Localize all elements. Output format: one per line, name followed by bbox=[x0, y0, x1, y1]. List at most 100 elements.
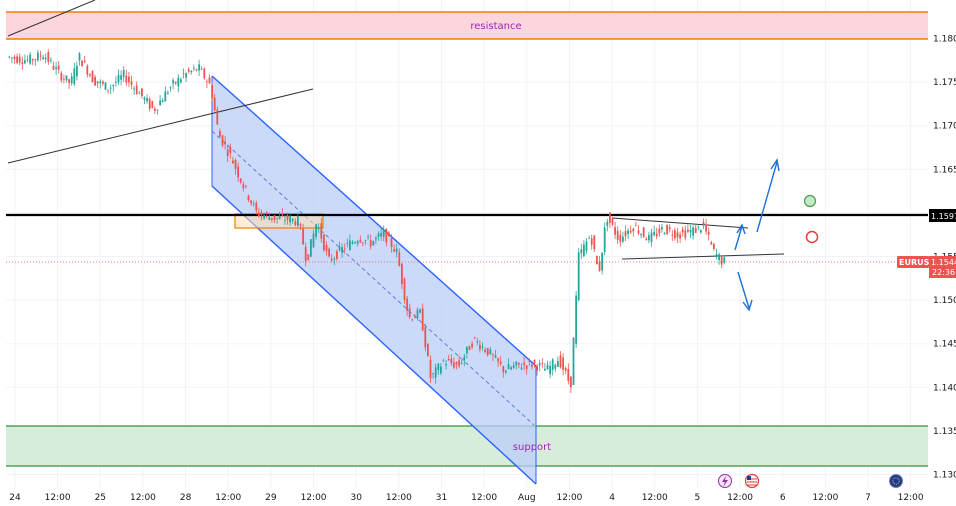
candle-body bbox=[645, 238, 648, 241]
support-zone[interactable] bbox=[6, 426, 928, 466]
candle-body bbox=[681, 229, 684, 233]
candle-body bbox=[18, 56, 21, 63]
candle-body bbox=[687, 229, 689, 232]
candle-body bbox=[432, 373, 434, 375]
candle-body bbox=[320, 223, 323, 239]
candle-body bbox=[16, 56, 18, 63]
candle-body bbox=[362, 242, 364, 244]
triangle-upper-line[interactable] bbox=[611, 217, 749, 229]
price-tag-symbol: EURUSD bbox=[899, 258, 936, 267]
candle-body bbox=[471, 343, 473, 348]
y-tick-label: 1.1650 bbox=[933, 165, 956, 175]
candle-body bbox=[707, 231, 710, 235]
candle-body bbox=[68, 79, 70, 84]
candle-body bbox=[559, 355, 562, 368]
candle-body bbox=[367, 236, 369, 238]
candle-body bbox=[533, 359, 536, 364]
candle-body bbox=[515, 361, 518, 366]
candle-body bbox=[364, 240, 367, 241]
candle-body bbox=[198, 64, 200, 71]
candle-body bbox=[351, 242, 354, 244]
candle-body bbox=[702, 222, 705, 225]
candle-body bbox=[479, 344, 481, 350]
bullish-arrow-large[interactable] bbox=[756, 158, 780, 233]
candle-body bbox=[577, 252, 580, 301]
candle-body bbox=[520, 367, 523, 370]
candle-body bbox=[299, 224, 302, 226]
candle-body bbox=[216, 109, 219, 125]
candle-body bbox=[440, 366, 442, 374]
candle-body bbox=[151, 101, 154, 108]
candle-body bbox=[167, 92, 169, 94]
time-axis[interactable]: 24 12:00 25 12:00 28 12:00 29 12:00 30 12:00 31 12:… bbox=[9, 493, 924, 503]
candle-body bbox=[317, 227, 320, 229]
candle-body bbox=[525, 365, 528, 370]
resistance-zone[interactable] bbox=[6, 12, 928, 39]
candle-body bbox=[315, 224, 317, 237]
candle-body bbox=[583, 244, 585, 257]
candle-body bbox=[242, 184, 245, 189]
consolidation-box[interactable] bbox=[234, 213, 324, 229]
candle-body bbox=[507, 364, 510, 370]
price-tag-price: 1.1544 bbox=[931, 258, 956, 267]
x-tick-label: 12:00 bbox=[727, 493, 753, 503]
candle-body bbox=[585, 241, 588, 251]
triangle-lower-line[interactable] bbox=[621, 253, 785, 260]
green-signal-circle[interactable] bbox=[803, 194, 817, 208]
candle-body bbox=[143, 97, 146, 100]
candle-body bbox=[541, 362, 544, 364]
eu-flag-icon[interactable] bbox=[889, 474, 903, 488]
candle-body bbox=[323, 234, 325, 251]
candle-body bbox=[401, 263, 403, 285]
descending-channel[interactable] bbox=[212, 76, 536, 484]
candle-body bbox=[580, 249, 583, 254]
bearish-arrow[interactable] bbox=[737, 271, 753, 312]
red-signal-circle[interactable] bbox=[805, 230, 819, 244]
candle-body bbox=[128, 76, 130, 83]
candle-body bbox=[356, 241, 359, 244]
channel-lower-line[interactable] bbox=[211, 185, 537, 485]
candle-body bbox=[182, 73, 185, 75]
candle-body bbox=[723, 257, 726, 263]
candle-body bbox=[159, 100, 161, 106]
channel-upper-line[interactable] bbox=[211, 75, 537, 367]
candle-body bbox=[395, 248, 398, 253]
x-tick-label: 24 bbox=[9, 493, 21, 503]
candle-body bbox=[109, 87, 112, 89]
candle-body bbox=[276, 217, 278, 219]
candle-body bbox=[447, 358, 450, 361]
x-tick-label: 12:00 bbox=[556, 493, 582, 503]
x-tick-label: 12:00 bbox=[45, 493, 71, 503]
candle-body bbox=[419, 309, 421, 313]
candle-body bbox=[720, 256, 723, 265]
candle-body bbox=[219, 131, 221, 137]
candle-body bbox=[172, 80, 174, 84]
candle-body bbox=[421, 308, 424, 331]
lightning-icon[interactable] bbox=[718, 474, 732, 488]
key-level-tag: 1.1597 bbox=[929, 209, 956, 222]
candle-body bbox=[570, 376, 572, 388]
candle-body bbox=[505, 370, 507, 373]
candle-body bbox=[648, 235, 650, 241]
candle-body bbox=[57, 65, 60, 70]
candle-body bbox=[190, 70, 193, 73]
y-tick-label: 1.1700 bbox=[933, 122, 956, 132]
candle-body bbox=[523, 362, 525, 365]
candle-body bbox=[406, 298, 408, 311]
candle-body bbox=[528, 360, 531, 362]
candle-body bbox=[44, 57, 47, 60]
candle-body bbox=[455, 361, 458, 365]
bullish-arrow-small[interactable] bbox=[734, 223, 746, 251]
candle-body bbox=[55, 67, 57, 70]
candle-body bbox=[494, 355, 497, 358]
candle-body bbox=[492, 354, 494, 356]
rising-trendline[interactable] bbox=[7, 88, 314, 164]
top-left-trendline[interactable] bbox=[7, 0, 96, 37]
candle-body bbox=[239, 178, 242, 183]
y-tick-label: 1.1350 bbox=[933, 427, 956, 437]
candle-body bbox=[450, 358, 453, 364]
us-flag-icon[interactable] bbox=[744, 473, 760, 489]
candle-body bbox=[359, 239, 362, 243]
y-tick-label: 1.1300 bbox=[933, 471, 956, 481]
